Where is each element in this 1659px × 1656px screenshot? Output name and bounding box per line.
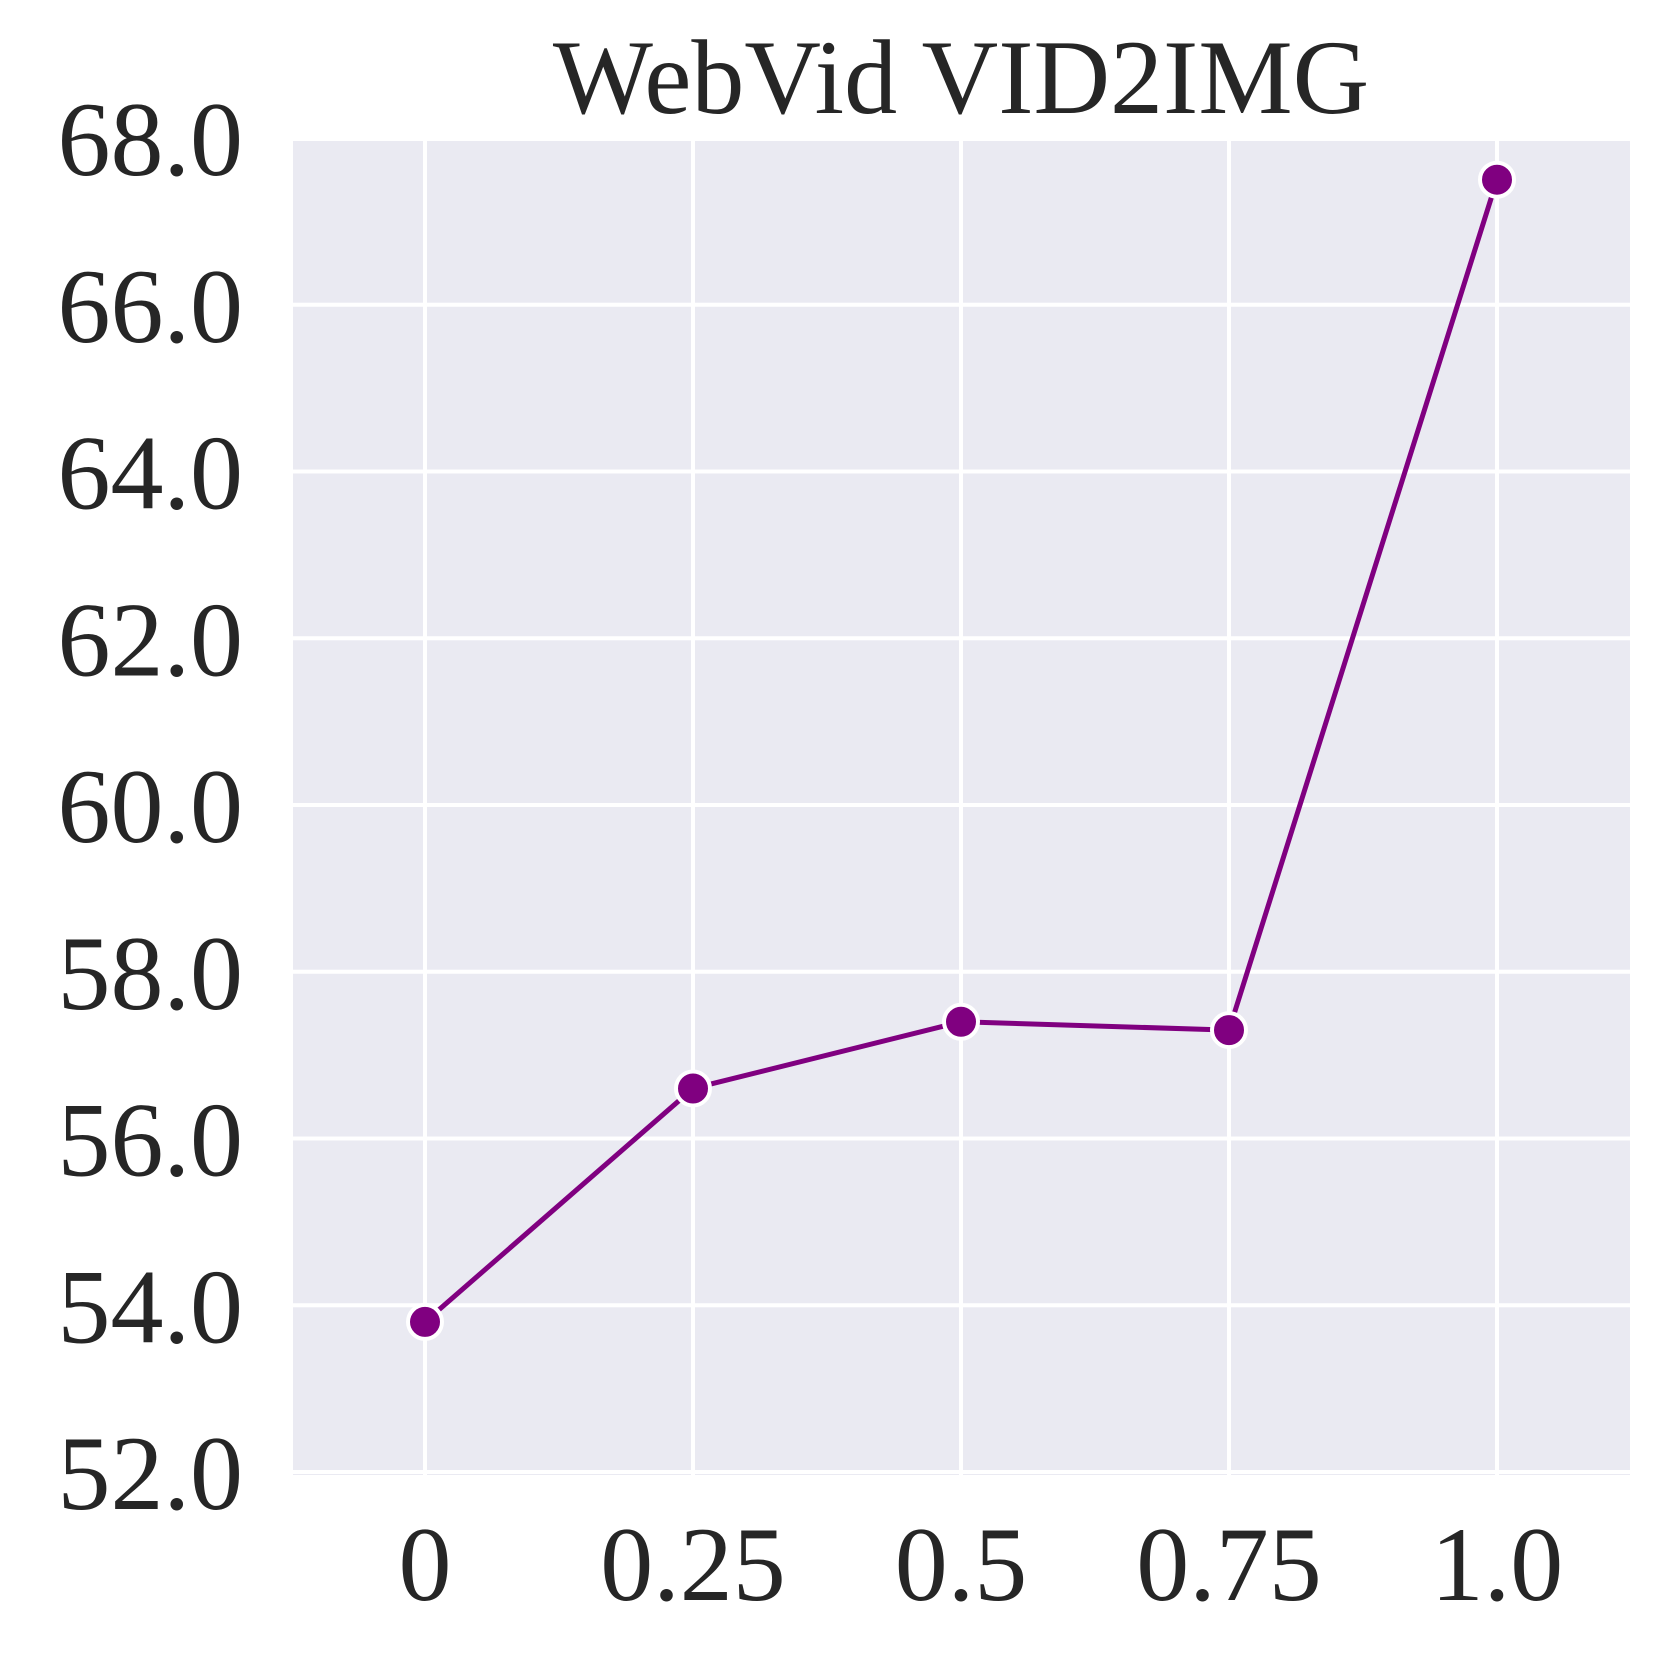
data-point	[1478, 160, 1516, 199]
x-tick-label: 0.75	[1136, 1506, 1322, 1623]
y-tick-label: 58.0	[58, 915, 244, 1032]
data-point	[1210, 1011, 1248, 1050]
y-tick-label: 66.0	[58, 248, 244, 365]
series-layer	[406, 160, 1516, 1341]
data-point	[942, 1002, 980, 1041]
y-tick-label: 52.0	[58, 1415, 244, 1532]
y-tick-label: 54.0	[58, 1248, 244, 1365]
data-point	[406, 1302, 444, 1341]
chart-title: WebVid VID2IMG	[553, 19, 1369, 136]
y-tick-label: 64.0	[58, 415, 244, 532]
x-axis-ticks: 0 0.25 0.5 0.75 1.0	[399, 1506, 1564, 1623]
x-tick-label: 1.0	[1431, 1506, 1564, 1623]
x-tick-label: 0	[399, 1506, 452, 1623]
y-tick-label: 56.0	[58, 1082, 244, 1199]
y-tick-label: 68.0	[58, 81, 244, 198]
y-tick-label: 60.0	[58, 748, 244, 865]
y-tick-label: 62.0	[58, 581, 244, 698]
x-tick-label: 0.5	[895, 1506, 1028, 1623]
y-axis-ticks: 52.0 54.0 56.0 58.0 60.0 62.0 64.0 66.0 68.0	[58, 81, 244, 1532]
data-point	[674, 1069, 712, 1108]
grid-lines	[293, 141, 1630, 1475]
x-tick-label: 0.25	[600, 1506, 786, 1623]
